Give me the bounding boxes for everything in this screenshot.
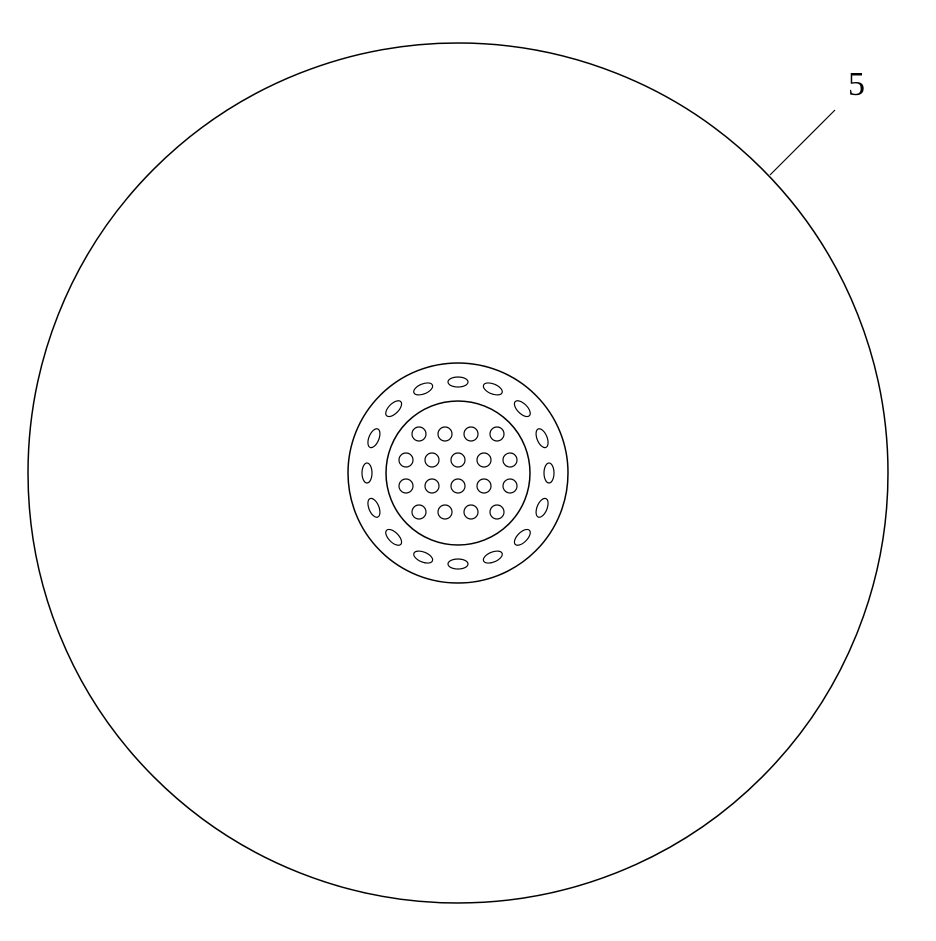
outer-slot (534, 427, 551, 449)
inner-hole (399, 453, 413, 467)
inner-hole (399, 479, 413, 493)
inner-hole (503, 479, 517, 493)
outer-slot (482, 549, 504, 566)
outer-slot (383, 398, 404, 419)
inner-hole (464, 505, 478, 519)
outer-slot (448, 559, 468, 569)
diagram-canvas: 5 (0, 0, 936, 941)
outer-slot (534, 497, 551, 519)
inner-hole (503, 453, 517, 467)
outer-slot (365, 427, 382, 449)
outer-circle (28, 43, 888, 903)
inner-hole (438, 505, 452, 519)
outer-slot (448, 377, 468, 387)
outer-slot (544, 463, 554, 483)
middle-circle (348, 363, 568, 583)
inner-hole (438, 427, 452, 441)
inner-hole (412, 505, 426, 519)
inner-hole (451, 479, 465, 493)
outer-slot (412, 549, 434, 566)
inner-hole (490, 505, 504, 519)
outer-slot (412, 380, 434, 397)
leader-line (770, 110, 835, 175)
outer-slot (362, 463, 372, 483)
inner-hole (451, 453, 465, 467)
inner-hole (477, 453, 491, 467)
inner-hole (464, 427, 478, 441)
outer-slot (383, 527, 404, 548)
outer-slot (512, 527, 533, 548)
inner-hole (477, 479, 491, 493)
inner-hole (425, 453, 439, 467)
part-label: 5 (848, 66, 865, 103)
inner-circle (386, 401, 530, 545)
outer-slot (365, 497, 382, 519)
inner-hole (490, 427, 504, 441)
inner-hole (425, 479, 439, 493)
outer-slot (482, 380, 504, 397)
outer-slot (512, 398, 533, 419)
inner-hole (412, 427, 426, 441)
